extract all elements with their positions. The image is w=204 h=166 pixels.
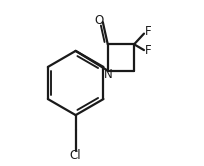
Text: Cl: Cl [70,149,81,162]
Text: F: F [145,44,151,57]
Text: O: O [94,14,103,27]
Text: N: N [104,68,112,81]
Text: F: F [145,25,151,39]
